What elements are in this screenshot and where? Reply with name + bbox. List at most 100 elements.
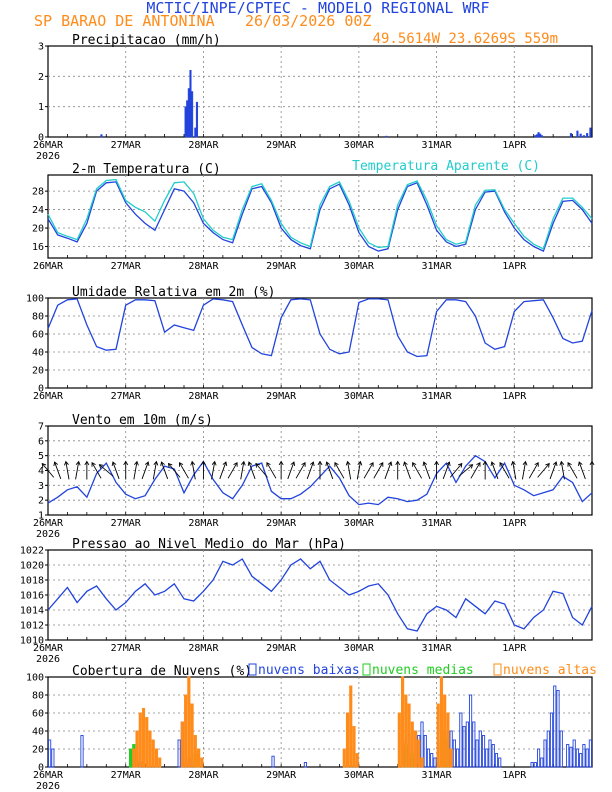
wind-arrows <box>41 460 595 480</box>
wind-arrow-head <box>64 460 69 466</box>
y-tick-label: 24 <box>32 205 44 216</box>
bar-nuvens-baixas <box>475 739 479 768</box>
bar-nuvens-baixas <box>491 744 495 768</box>
bar-nuvens-altas <box>443 694 447 768</box>
line-umidade <box>47 298 593 358</box>
wind-arrow-head <box>552 461 558 467</box>
bar-nuvens-baixas <box>572 739 576 768</box>
x-tick-label: 26MAR <box>33 140 64 151</box>
legend-swatch <box>248 663 257 676</box>
x-tick-label: 26MAR <box>33 643 64 654</box>
x-tick-label: 28MAR <box>188 140 219 151</box>
wind-arrow <box>549 461 557 480</box>
wind-arrow-head <box>522 460 528 466</box>
x-tick-label: 31MAR <box>422 261 453 272</box>
x-tick-label: 27MAR <box>111 643 142 654</box>
y-tick-label: 100 <box>26 673 44 684</box>
bar-nuvens-baixas <box>579 753 583 768</box>
bar-nuvens-altas <box>397 712 401 768</box>
wind-arrow-head <box>190 460 196 466</box>
station-coordinates: 49.5614W 23.6269S 559m <box>373 31 558 47</box>
bar-nuvens-altas <box>158 757 162 768</box>
bar-precip <box>569 133 573 138</box>
bar-precip <box>586 133 589 138</box>
x-tick-year: 2026 <box>36 529 60 540</box>
wind-arrow-head <box>457 462 463 468</box>
bar-nuvens-altas <box>342 748 346 768</box>
y-tick-label: 0 <box>38 384 44 395</box>
bar-nuvens-baixas <box>478 730 482 768</box>
bar-nuvens-baixas <box>468 694 473 768</box>
panel-frame <box>47 297 593 389</box>
bar-nuvens-altas <box>349 685 353 768</box>
wind-arrow-head <box>255 462 260 468</box>
wind-arrow <box>133 461 138 480</box>
wind-arrow-head <box>160 461 165 467</box>
wind-arrow-head <box>578 461 583 467</box>
wind-arrow <box>537 463 550 478</box>
wind-arrow <box>255 463 268 478</box>
wind-arrow <box>334 462 345 479</box>
bar-nuvens-altas <box>446 712 450 768</box>
y-tick-label: 1018 <box>20 576 44 587</box>
x-tick-label: 1APR <box>502 643 527 654</box>
wind-arrow <box>211 461 216 480</box>
wind-arrow <box>91 462 102 479</box>
wind-arrow <box>112 461 120 480</box>
model-run-date: 26/03/2026 00Z <box>245 12 371 30</box>
wind-arrow <box>240 461 245 480</box>
wind-arrow-head <box>445 461 451 467</box>
wind-arrow-head <box>325 461 331 467</box>
bar-nuvens-baixas <box>588 739 592 768</box>
wind-arrow-head <box>200 460 206 466</box>
wind-arrow-head <box>589 460 595 466</box>
x-tick-label: 31MAR <box>422 643 453 654</box>
wind-arrow-head <box>301 461 306 467</box>
bar-nuvens-baixas <box>462 726 466 768</box>
wind-arrow-head <box>75 460 81 466</box>
wind-arrow <box>41 463 55 478</box>
bar-precip <box>540 135 543 138</box>
x-tick-label: 28MAR <box>188 261 219 272</box>
y-tick-label: 2 <box>38 496 44 507</box>
wind-arrow-head <box>482 460 488 466</box>
x-tick-label: 28MAR <box>188 643 219 654</box>
bar-nuvens-baixas <box>456 748 460 768</box>
bar-nuvens-baixas <box>481 735 486 768</box>
y-tick-label: 1010 <box>20 636 44 647</box>
y-tick-label: 80 <box>32 312 44 323</box>
wind-arrow-head <box>476 461 481 467</box>
bar-nuvens-altas <box>151 739 155 768</box>
wind-arrow <box>470 462 481 479</box>
x-tick-label: 26MAR <box>33 261 64 272</box>
wind-arrow-head <box>559 460 565 466</box>
y-tick-label: 16 <box>32 242 44 253</box>
y-tick-label: 1 <box>38 511 44 522</box>
x-tick-label: 27MAR <box>111 770 142 781</box>
x-tick-label: 27MAR <box>111 261 142 272</box>
wind-arrow-head <box>153 460 159 466</box>
bar-nuvens-baixas <box>271 755 275 768</box>
wind-arrow <box>363 462 374 479</box>
wind-arrow <box>295 462 306 479</box>
wind-arrow-head <box>317 460 323 466</box>
wind-arrow <box>99 464 114 477</box>
bar-nuvens-altas <box>352 726 356 768</box>
wind-arrow-head <box>41 462 47 468</box>
wind-arrow-head <box>84 460 90 466</box>
bar-nuvens-baixas <box>498 757 502 768</box>
bar-nuvens-altas <box>141 708 146 768</box>
bar-nuvens-baixas <box>549 712 554 768</box>
wind-arrow-head <box>247 461 253 467</box>
bar-nuvens-baixas <box>80 735 84 768</box>
x-tick-label: 30MAR <box>344 770 375 781</box>
wind-arrow <box>449 463 463 478</box>
x-tick-label: 29MAR <box>266 261 297 272</box>
y-tick-label: 3 <box>38 42 44 53</box>
wind-arrow <box>567 462 578 479</box>
bar-nuvens-altas <box>193 735 197 768</box>
y-tick-label: 1012 <box>20 621 44 632</box>
x-tick-label: 30MAR <box>344 643 375 654</box>
panel-2: 26MAR 27MAR 28MAR 29MAR 30MAR 31MAR 1APR 16 20 24… <box>32 159 593 272</box>
